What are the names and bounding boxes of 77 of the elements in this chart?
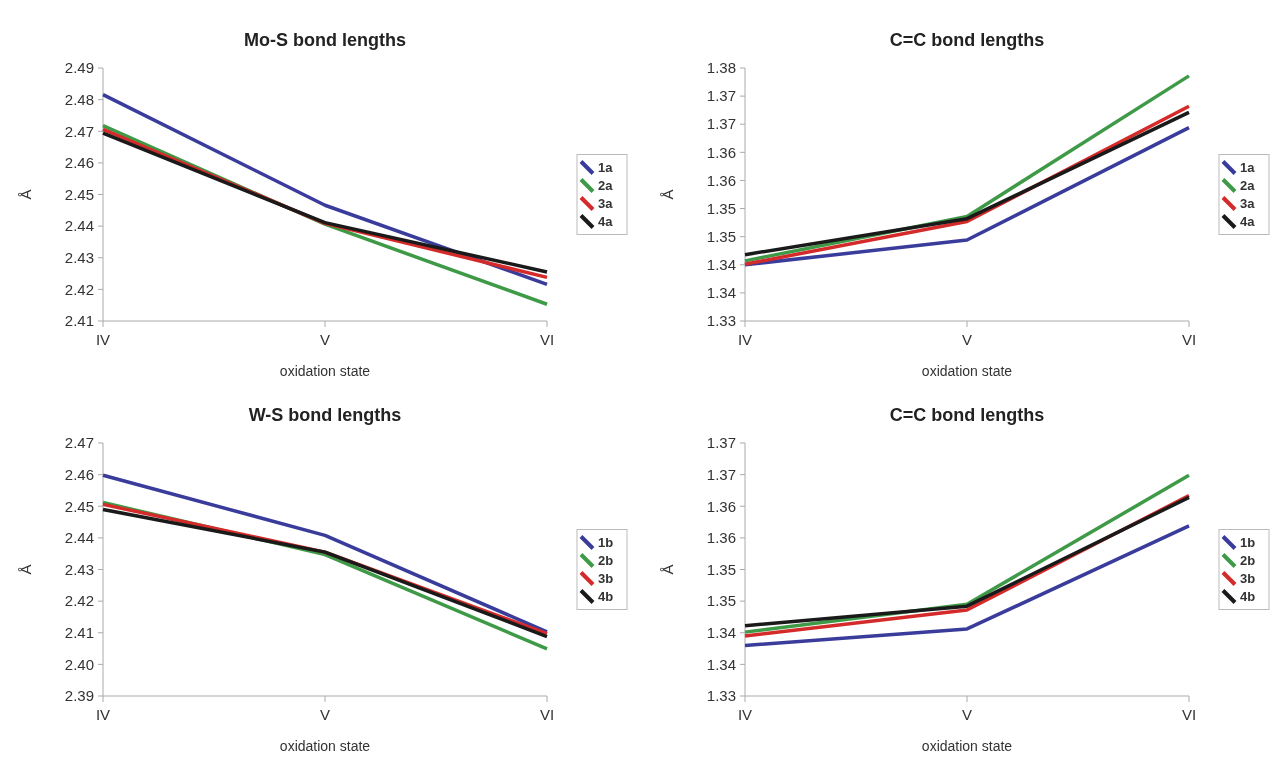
y-tick-label: 1.36 — [706, 171, 736, 189]
chart-title: C=C bond lengths — [889, 30, 1045, 50]
legend-label: 2b — [1240, 553, 1256, 569]
y-tick-label: 2.45 — [64, 497, 94, 515]
legend-label: 4a — [1240, 214, 1256, 230]
x-tick-label: IV — [95, 706, 111, 723]
y-tick-label: 2.39 — [64, 687, 94, 705]
y-tick-label: 1.34 — [706, 284, 736, 302]
y-tick-label: 2.46 — [64, 154, 94, 172]
y-tick-label: 1.36 — [706, 497, 736, 515]
y-tick-label: 1.37 — [706, 465, 736, 483]
y-tick-label: 1.34 — [706, 624, 736, 641]
legend-label: 2a — [1240, 178, 1256, 194]
y-tick-label: 2.42 — [64, 592, 94, 610]
y-tick-label: 1.37 — [706, 434, 736, 452]
x-tick-label: V — [961, 706, 973, 723]
y-tick-label: 2.48 — [64, 90, 94, 108]
x-tick-label: VI — [539, 706, 555, 723]
legend-label: 2a — [598, 178, 614, 194]
legend-label: 1b — [1240, 535, 1256, 551]
x-axis-title: oxidation state — [279, 363, 371, 379]
x-tick-label: VI — [1181, 706, 1197, 723]
y-tick-label: 1.36 — [706, 143, 736, 161]
y-axis-title: Å — [659, 564, 676, 575]
x-axis-title: oxidation state — [921, 363, 1013, 379]
y-tick-label: 1.38 — [706, 59, 736, 77]
chart-title: Mo-S bond lengths — [244, 30, 406, 50]
x-tick-label: IV — [737, 331, 753, 348]
x-tick-label: V — [319, 331, 331, 348]
chart-title: W-S bond lengths — [248, 405, 402, 425]
legend-label: 3a — [1240, 196, 1256, 212]
y-tick-label: 1.35 — [706, 560, 736, 578]
x-tick-label: VI — [539, 331, 555, 348]
legend-label: 4b — [1240, 589, 1256, 605]
y-axis-title: Å — [17, 189, 34, 200]
legend-label: 1a — [1240, 160, 1256, 176]
legend-label: 1b — [598, 535, 614, 551]
y-tick-label: 1.35 — [706, 227, 736, 245]
y-tick-label: 1.37 — [706, 87, 736, 105]
legend-label: 4b — [598, 589, 614, 605]
legend-label: 1a — [598, 160, 614, 176]
x-tick-label: IV — [95, 331, 111, 348]
y-axis-title: Å — [17, 564, 34, 575]
legend-label: 3a — [598, 196, 614, 212]
chart-title: C=C bond lengths — [889, 405, 1045, 425]
legend-label: 3b — [1240, 571, 1256, 587]
y-tick-label: 1.34 — [706, 655, 736, 673]
y-tick-label: 1.34 — [706, 256, 736, 274]
y-tick-label: 1.33 — [706, 312, 736, 330]
x-tick-label: V — [319, 706, 331, 723]
y-axis-title: Å — [659, 189, 676, 200]
y-tick-label: 2.41 — [64, 624, 94, 641]
y-tick-label: 1.33 — [706, 687, 736, 705]
y-tick-label: 1.36 — [706, 529, 736, 547]
legend-label: 4a — [598, 214, 614, 230]
y-tick-label: 2.44 — [64, 529, 94, 547]
y-tick-label: 2.42 — [64, 280, 94, 298]
y-tick-label: 2.43 — [64, 249, 94, 266]
x-tick-label: VI — [1181, 331, 1197, 348]
y-tick-label: 2.49 — [64, 59, 94, 77]
y-tick-label: 1.35 — [706, 592, 736, 610]
y-tick-label: 1.37 — [706, 115, 736, 133]
x-tick-label: IV — [737, 706, 753, 723]
y-tick-label: 2.40 — [64, 655, 94, 673]
y-tick-label: 1.35 — [706, 199, 736, 217]
y-tick-label: 2.47 — [64, 434, 94, 452]
x-tick-label: V — [961, 331, 973, 348]
x-axis-title: oxidation state — [921, 738, 1013, 754]
y-tick-label: 2.47 — [64, 122, 94, 140]
x-axis-title: oxidation state — [279, 738, 371, 754]
legend-label: 3b — [598, 571, 614, 587]
y-tick-label: 2.44 — [64, 217, 94, 235]
y-tick-label: 2.43 — [64, 560, 94, 578]
y-tick-label: 2.45 — [64, 185, 94, 203]
y-tick-label: 2.41 — [64, 312, 94, 330]
y-tick-label: 2.46 — [64, 465, 94, 483]
legend-label: 2b — [598, 553, 614, 569]
